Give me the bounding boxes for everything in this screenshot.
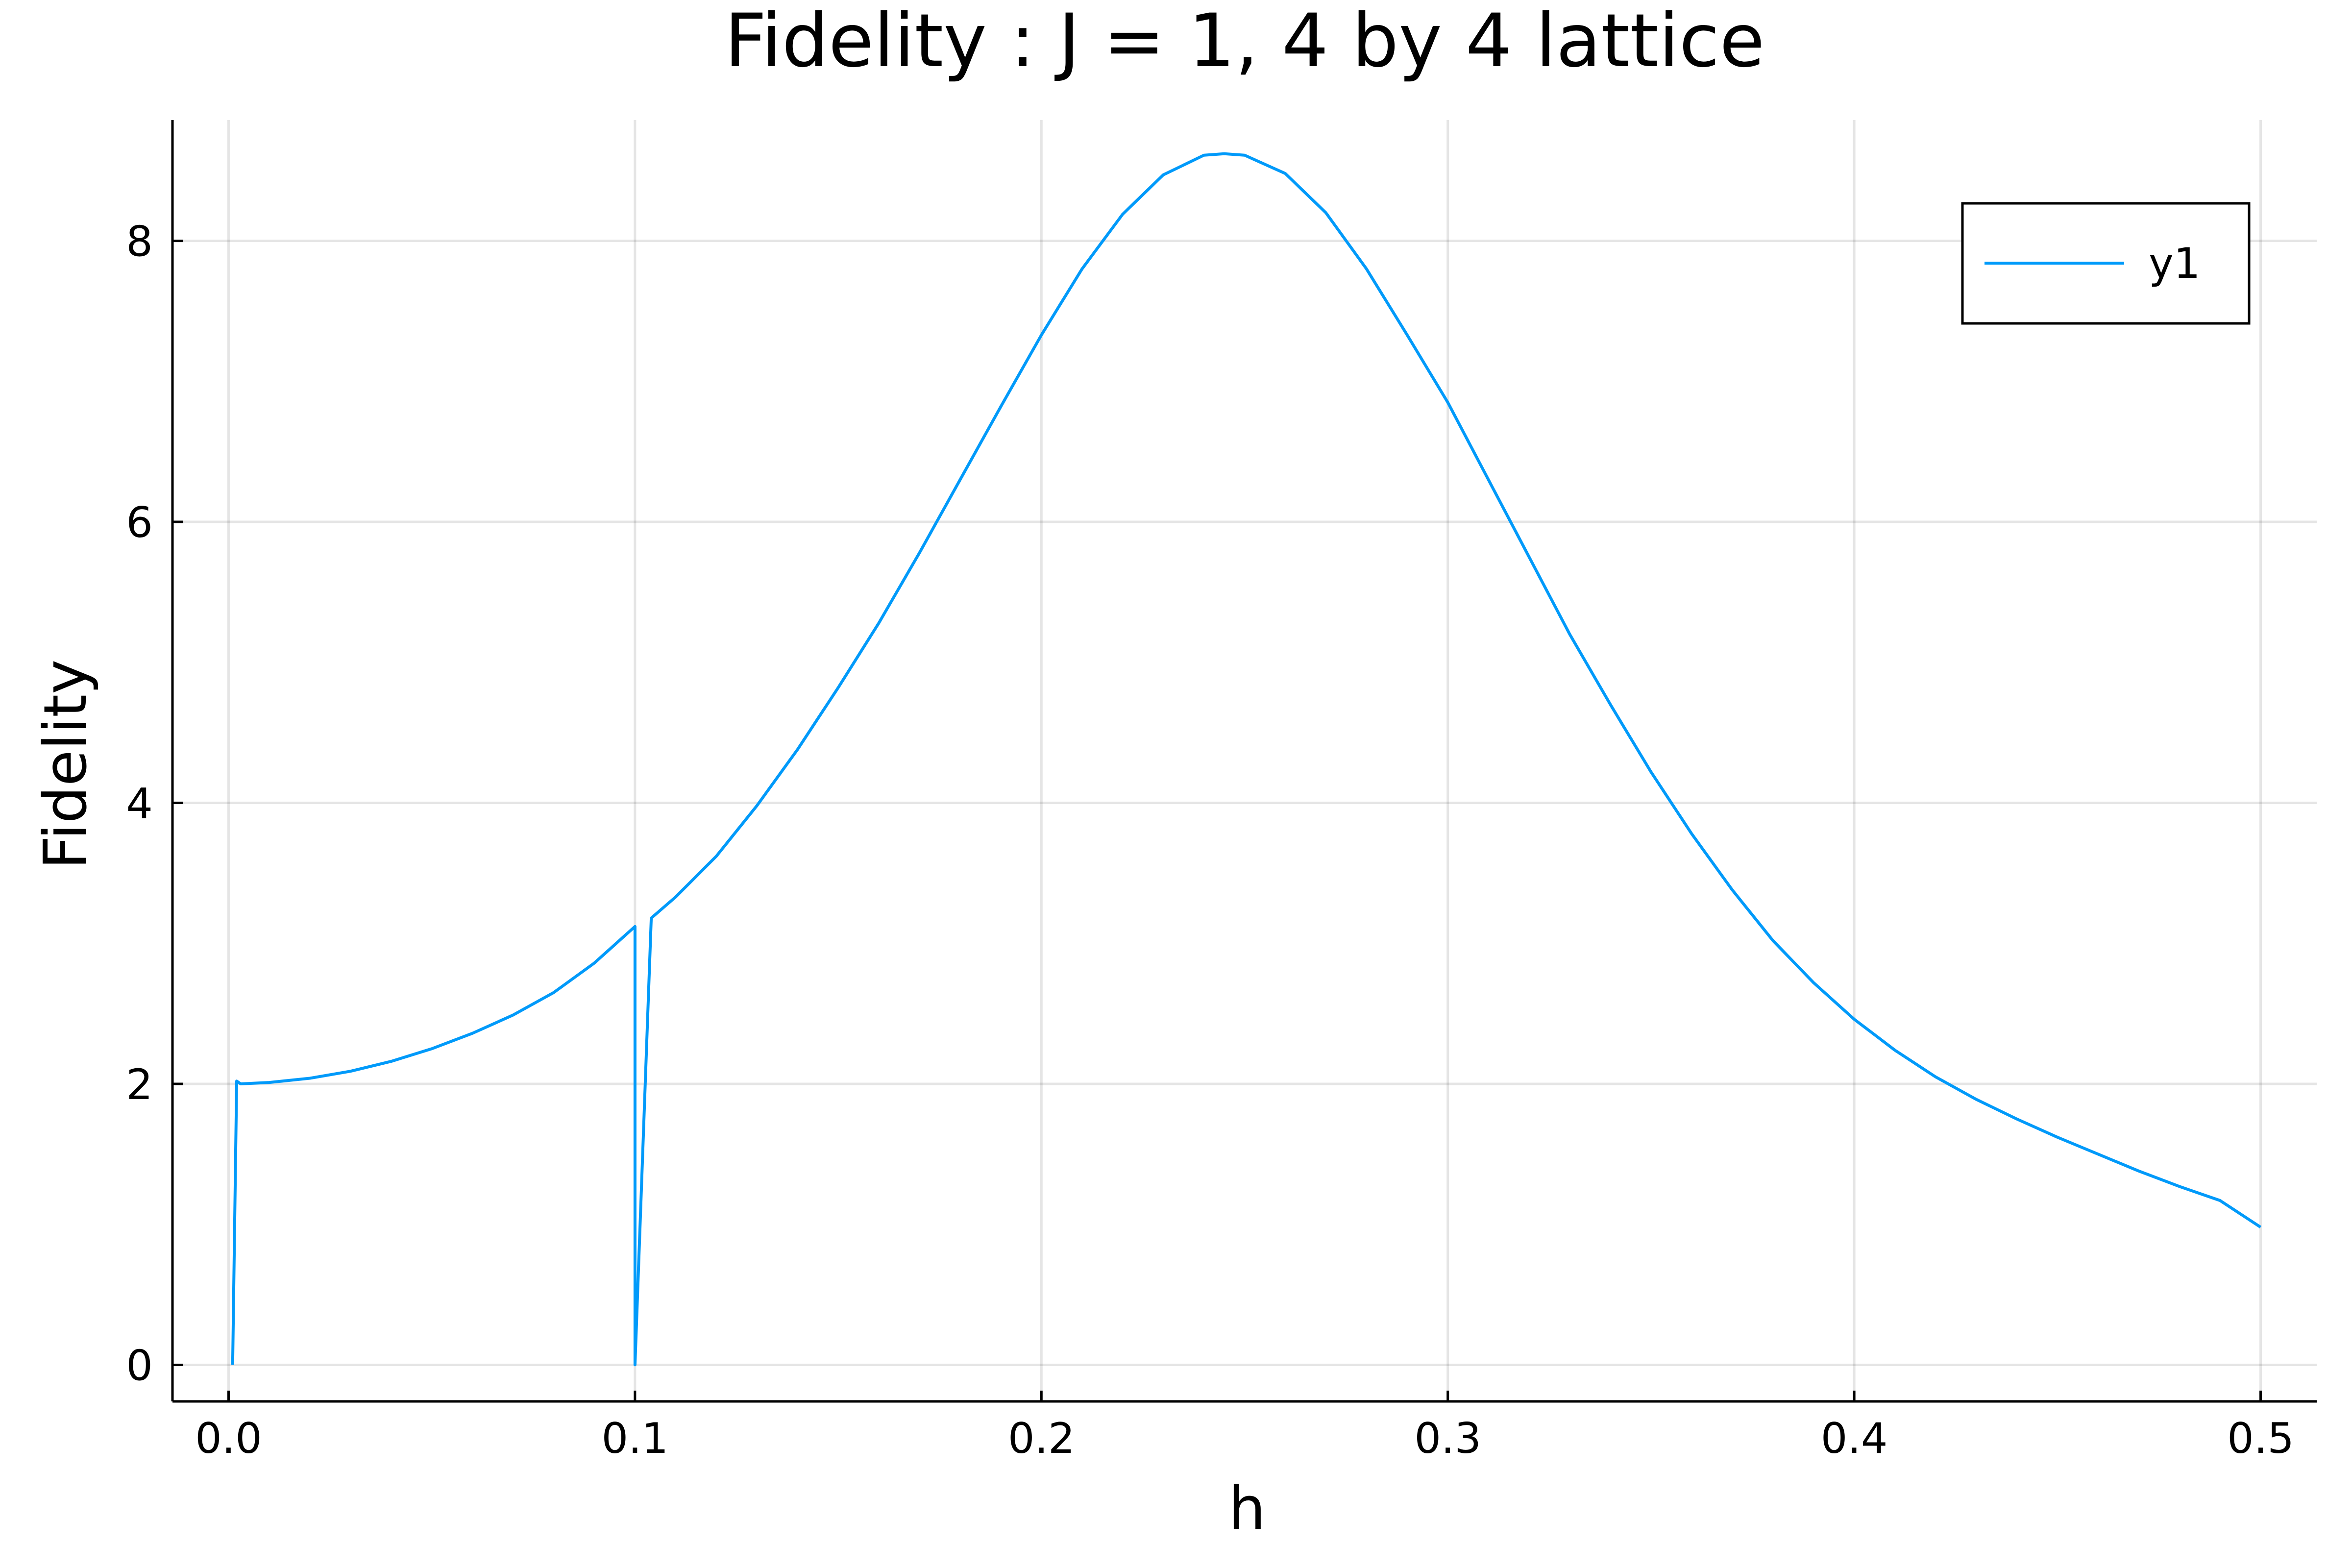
axes [171, 120, 2317, 1403]
legend-label-y1: y1 [2149, 239, 2201, 288]
x-tick-label: 0.0 [195, 1414, 262, 1463]
y-tick-label: 0 [126, 1341, 153, 1390]
chart-title: Fidelity : J = 1, 4 by 4 lattice [725, 0, 1765, 84]
legend: y1 [1961, 202, 2251, 325]
x-tick-label: 0.4 [1821, 1414, 1888, 1463]
y-axis-label: Fidelity [32, 660, 100, 869]
x-tick-label: 0.5 [2227, 1414, 2294, 1463]
x-tick-label: 0.2 [1008, 1414, 1075, 1463]
ticks: 0.0 0.1 0.2 0.3 0.4 0.5 0 2 4 6 8 [126, 218, 2294, 1463]
series-layer [231, 152, 2262, 1367]
y-tick-label: 2 [126, 1060, 153, 1109]
x-tick-label: 0.1 [601, 1414, 668, 1463]
x-tick-label: 0.3 [1414, 1414, 1481, 1463]
y-tick-label: 6 [126, 498, 153, 547]
y-tick-label: 8 [126, 218, 153, 267]
series-line-y1 [231, 152, 2262, 1367]
x-axis-label: h [1228, 1475, 1266, 1543]
y-tick-label: 4 [126, 780, 153, 829]
